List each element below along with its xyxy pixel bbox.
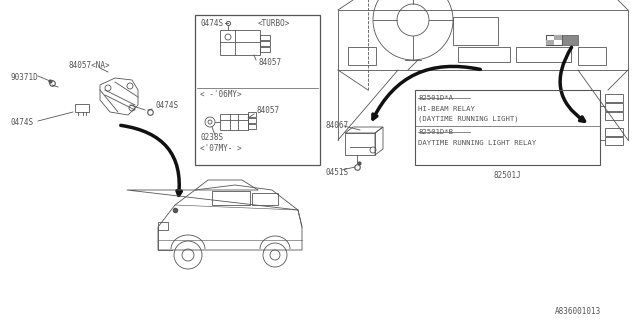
Bar <box>516 47 571 62</box>
Text: 90371D: 90371D <box>10 73 38 82</box>
Bar <box>260 35 270 40</box>
Bar <box>546 35 562 45</box>
Bar <box>248 124 256 129</box>
Text: HI-BEAM RELAY: HI-BEAM RELAY <box>418 106 475 112</box>
Bar <box>260 47 270 52</box>
Bar <box>415 90 600 165</box>
Text: 82501J: 82501J <box>493 171 521 180</box>
Bar <box>554 35 562 40</box>
Text: DAYTIME RUNNING LIGHT RELAY: DAYTIME RUNNING LIGHT RELAY <box>418 140 536 146</box>
Bar <box>458 47 510 62</box>
Bar <box>260 41 270 46</box>
Text: 0238S: 0238S <box>200 132 223 141</box>
Text: 0474S: 0474S <box>155 100 178 109</box>
FancyArrowPatch shape <box>560 47 584 121</box>
Bar <box>453 17 498 45</box>
Bar <box>252 193 278 205</box>
Text: < -'06MY>: < -'06MY> <box>200 90 242 99</box>
Bar <box>348 47 376 65</box>
Bar <box>220 30 260 55</box>
Bar <box>195 15 320 165</box>
Bar <box>562 35 578 45</box>
Text: 82501D*B: 82501D*B <box>418 129 453 135</box>
Text: 0451S: 0451S <box>325 167 348 177</box>
Bar <box>338 10 628 70</box>
Bar <box>546 40 554 45</box>
Bar <box>248 112 256 117</box>
Text: A836001013: A836001013 <box>555 308 601 316</box>
Text: <'07MY- >: <'07MY- > <box>200 143 242 153</box>
FancyArrowPatch shape <box>121 125 181 196</box>
Bar <box>158 222 168 230</box>
Text: 0474S: 0474S <box>200 19 223 28</box>
Bar <box>212 191 250 205</box>
FancyArrowPatch shape <box>373 67 480 119</box>
Text: 0474S: 0474S <box>10 117 33 126</box>
Text: 84057: 84057 <box>256 106 279 115</box>
Bar <box>248 118 256 123</box>
Text: 82501D*A: 82501D*A <box>418 95 453 101</box>
Text: 84067: 84067 <box>325 121 348 130</box>
Text: 84057: 84057 <box>258 58 281 67</box>
Text: 84057<NA>: 84057<NA> <box>68 60 109 69</box>
Text: <TURBO>: <TURBO> <box>258 19 291 28</box>
Text: (DAYTIME RUNNING LIGHT): (DAYTIME RUNNING LIGHT) <box>418 116 518 122</box>
Bar <box>345 133 375 155</box>
Bar <box>578 47 606 65</box>
